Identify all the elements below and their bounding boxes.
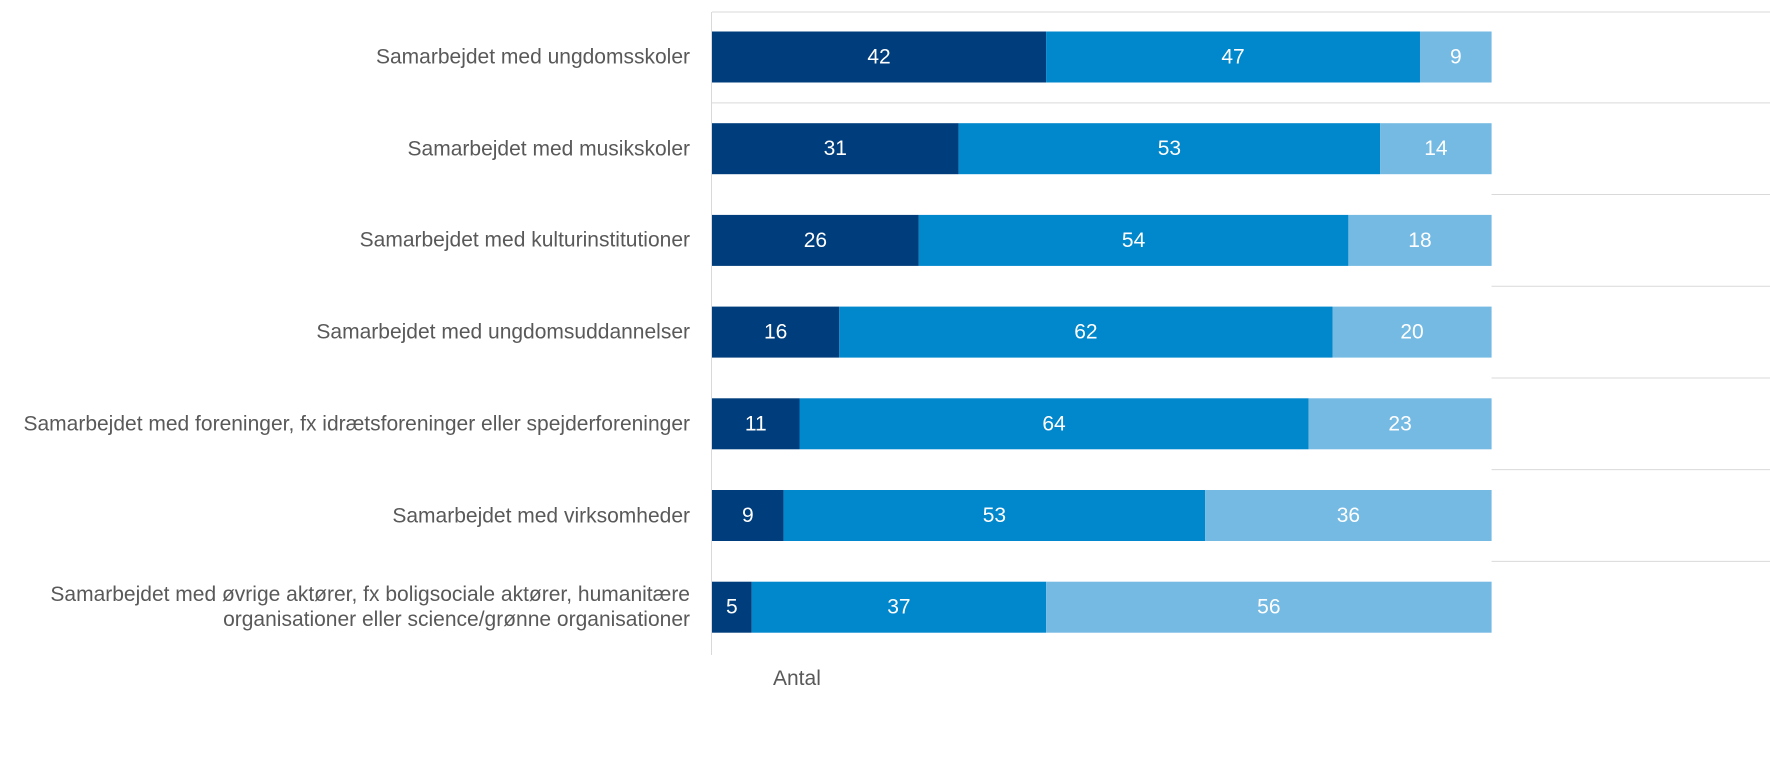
bar-segment [751, 581, 1047, 633]
bar-segment [958, 123, 1381, 175]
bar-segment [712, 581, 752, 633]
data-label: 62 [1074, 321, 1097, 344]
data-label: 14 [1424, 137, 1448, 160]
data-label: 54 [1122, 229, 1146, 252]
data-label: 37 [887, 596, 910, 619]
data-label: 56 [1257, 596, 1280, 619]
data-label: 18 [1408, 229, 1431, 252]
category-label: Samarbejdet med ungdomsskoler [376, 45, 690, 69]
bar-segment [712, 398, 800, 450]
bar-segment [712, 306, 840, 358]
data-label: 20 [1400, 321, 1423, 344]
bar-segment [1348, 214, 1492, 266]
bar-segment [1205, 490, 1492, 541]
data-label: 47 [1221, 46, 1244, 69]
data-label: 9 [742, 504, 754, 527]
bar-segment [1046, 581, 1492, 633]
category-label: Samarbejdet med ungdomsuddannelser [316, 320, 690, 344]
bar-segment [1308, 398, 1492, 450]
data-label: 9 [1450, 46, 1462, 69]
bar-segment [712, 214, 919, 266]
bar-segment [918, 214, 1349, 266]
data-label: 42 [867, 46, 890, 69]
bar-segment [839, 306, 1333, 358]
data-label: 36 [1337, 504, 1360, 527]
data-label: 53 [983, 504, 1006, 527]
data-label: 26 [804, 229, 827, 252]
data-label: 64 [1042, 412, 1066, 435]
category-label: Samarbejdet med øvrige aktører, fx bolig… [50, 583, 690, 632]
x-axis-label: Antal [773, 667, 821, 690]
category-label: Samarbejdet med foreninger, fx idrætsfor… [23, 412, 690, 436]
bar-segment [712, 123, 959, 175]
data-label: 16 [764, 321, 787, 344]
category-label: Samarbejdet med virksomheder [392, 504, 690, 527]
data-label: 53 [1158, 137, 1181, 160]
bar-segment [1419, 31, 1492, 83]
data-label: 5 [726, 596, 738, 619]
category-label: Samarbejdet med kulturinstitutioner [359, 228, 690, 252]
bar-segment [712, 31, 1047, 83]
category-label: Samarbejdet med musikskoler [407, 137, 690, 161]
data-label: 23 [1388, 412, 1411, 435]
bar-segment [712, 490, 784, 541]
bar-segment [1380, 123, 1492, 175]
data-label: 11 [745, 412, 767, 435]
bar-segment [1046, 31, 1420, 83]
bar-segment [1332, 306, 1492, 358]
bar-segment [783, 490, 1206, 541]
data-label: 31 [824, 137, 847, 160]
bar-segment [799, 398, 1309, 450]
